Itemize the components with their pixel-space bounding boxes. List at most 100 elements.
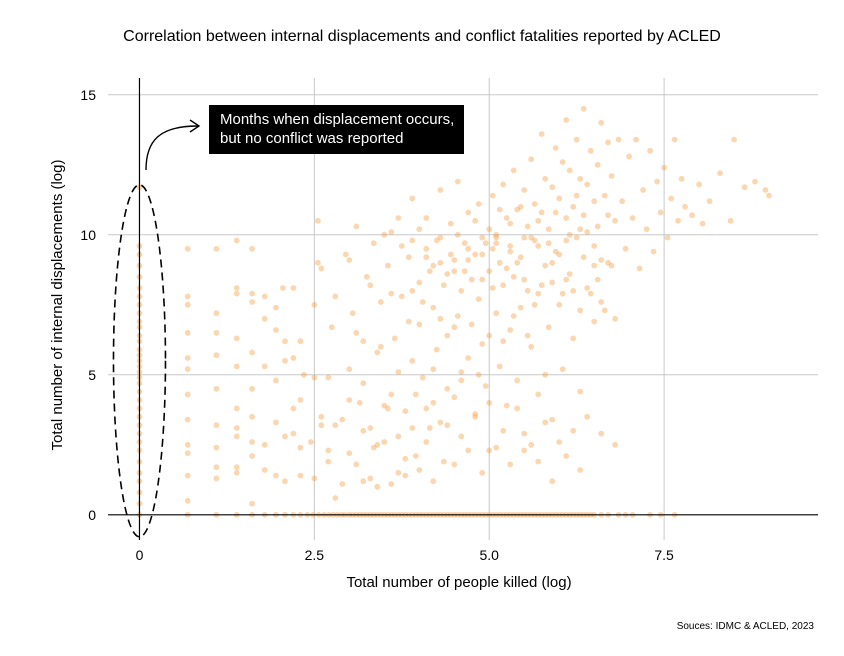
y-tick-label: 5 [88, 367, 96, 383]
data-point [377, 299, 384, 305]
x-tick-label: 5.0 [479, 547, 499, 563]
data-point [249, 453, 256, 459]
x-tick-label: 7.5 [654, 547, 674, 563]
data-point [619, 198, 625, 205]
data-point [636, 265, 643, 272]
data-point [640, 187, 646, 193]
data-point [353, 329, 360, 336]
data-point [573, 136, 580, 143]
data-point [461, 268, 468, 275]
data-point [426, 425, 433, 431]
chart-title: Correlation between internal displacemen… [123, 28, 721, 45]
data-point [514, 259, 521, 266]
data-point [535, 243, 542, 249]
data-point [249, 439, 256, 445]
data-point [395, 369, 402, 375]
data-point [591, 243, 598, 249]
data-point [233, 425, 240, 431]
data-point [249, 500, 256, 507]
annotation-line-1: Months when displacement occurs, [220, 111, 455, 128]
data-point [482, 383, 489, 389]
data-point [475, 371, 482, 378]
data-point [261, 363, 268, 370]
data-point [475, 201, 482, 207]
data-point [717, 170, 723, 177]
data-point [608, 262, 615, 269]
data-point [615, 136, 622, 143]
data-point [528, 234, 535, 241]
data-point [556, 251, 563, 258]
data-point [549, 259, 556, 266]
data-point [332, 422, 339, 429]
data-point [367, 282, 374, 289]
source-note: Souces: IDMC & ACLED, 2023 [676, 621, 814, 632]
data-point [184, 391, 191, 398]
data-point [664, 234, 671, 241]
data-point [479, 251, 486, 258]
data-point [650, 248, 657, 255]
data-point [549, 279, 556, 286]
data-point [444, 271, 451, 277]
data-point [563, 117, 570, 123]
data-point [552, 209, 559, 216]
data-point [535, 217, 542, 224]
data-point [563, 276, 570, 283]
data-point [598, 430, 605, 437]
data-point [233, 469, 240, 476]
data-point [402, 408, 409, 415]
data-point [451, 268, 458, 275]
data-point [689, 212, 695, 219]
data-point [577, 467, 584, 473]
data-point [451, 461, 458, 468]
data-point [184, 416, 191, 423]
data-point [521, 187, 528, 193]
data-point [594, 276, 601, 283]
data-point [556, 195, 563, 202]
data-point [535, 458, 542, 465]
data-point [563, 453, 570, 459]
data-point [580, 105, 587, 112]
data-point [633, 136, 639, 143]
data-point [233, 335, 240, 342]
data-point [301, 371, 307, 378]
data-point [496, 206, 503, 213]
data-point [507, 243, 514, 249]
data-point [282, 478, 288, 485]
data-point [766, 192, 772, 199]
data-point [388, 391, 395, 398]
data-point [503, 402, 510, 409]
data-point [423, 215, 430, 221]
data-point [273, 377, 279, 384]
data-point [601, 307, 608, 314]
annotation-arrow [145, 125, 199, 171]
data-point [570, 335, 577, 342]
data-point [486, 447, 493, 454]
data-point [598, 299, 605, 305]
data-point [388, 229, 395, 235]
data-point [423, 439, 430, 445]
data-point [290, 405, 297, 412]
data-point [524, 332, 531, 339]
data-point [184, 301, 191, 308]
data-point [451, 257, 458, 263]
data-point [647, 147, 653, 154]
data-point [503, 215, 510, 221]
data-point [213, 245, 220, 252]
data-point [213, 385, 220, 392]
x-tick-label: 2.5 [305, 547, 325, 563]
data-point [605, 212, 611, 219]
data-point [556, 439, 563, 445]
data-point [447, 251, 454, 258]
data-point [629, 215, 636, 221]
data-point [538, 209, 545, 216]
data-point [423, 254, 430, 261]
data-point [580, 212, 587, 219]
data-point [542, 262, 549, 269]
data-point [444, 332, 451, 339]
data-point [542, 371, 549, 378]
data-point [213, 310, 220, 317]
data-point [458, 287, 465, 294]
data-point [409, 357, 416, 364]
data-point [409, 425, 416, 431]
data-point [282, 338, 288, 345]
